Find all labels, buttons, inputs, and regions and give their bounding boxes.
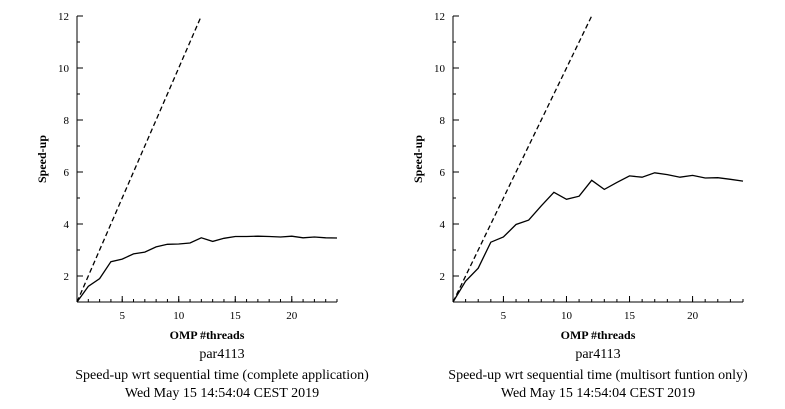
y-tick-label: 2 bbox=[440, 271, 446, 283]
caption-description: Speed-up wrt sequential time (complete a… bbox=[75, 368, 369, 383]
x-tick-label: 15 bbox=[230, 310, 242, 322]
y-tick-label: 10 bbox=[58, 63, 70, 75]
x-tick-label: 20 bbox=[687, 310, 699, 322]
x-tick-label: 5 bbox=[119, 310, 125, 322]
y-tick-label: 8 bbox=[440, 115, 446, 127]
caption-host: par4113 bbox=[575, 347, 620, 362]
x-tick-label: 5 bbox=[501, 310, 507, 322]
y-tick-label: 2 bbox=[64, 271, 70, 283]
x-tick-label: 10 bbox=[561, 310, 573, 322]
chart-2: 5 10 15 20 2 4 6 8 10 12 OMP #threads Speed-up par41… bbox=[411, 11, 748, 401]
y-tick-label: 6 bbox=[440, 167, 446, 179]
y-tick-label: 10 bbox=[434, 63, 446, 75]
x-tick-label: 10 bbox=[173, 310, 185, 322]
x-tick-label: 15 bbox=[624, 310, 636, 322]
y-tick-label: 4 bbox=[440, 219, 446, 231]
y-tick-label: 6 bbox=[64, 167, 70, 179]
x-tick-label: 20 bbox=[286, 310, 298, 322]
measured-speedup-line bbox=[76, 235, 338, 303]
caption-timestamp: Wed May 15 14:54:04 CEST 2019 bbox=[125, 386, 319, 401]
y-axis-title: Speed-up bbox=[411, 135, 425, 183]
caption-timestamp: Wed May 15 14:54:04 CEST 2019 bbox=[501, 386, 695, 401]
x-axis-title: OMP #threads bbox=[561, 328, 636, 342]
measured-speedup-line bbox=[452, 172, 744, 303]
y-tick-label: 8 bbox=[64, 115, 70, 127]
caption-host: par4113 bbox=[199, 347, 244, 362]
y-axis-title: Speed-up bbox=[35, 135, 49, 183]
caption-description: Speed-up wrt sequential time (multisort … bbox=[448, 368, 748, 383]
ideal-speedup-line bbox=[76, 15, 202, 303]
y-tick-label: 4 bbox=[64, 219, 70, 231]
y-tick-label: 12 bbox=[434, 11, 445, 23]
chart-1: 5 10 15 20 2 4 6 8 10 12 OMP #threads Speed-up par41… bbox=[35, 11, 369, 401]
ideal-speedup-line bbox=[452, 15, 593, 303]
y-tick-label: 12 bbox=[58, 11, 69, 23]
x-axis-title: OMP #threads bbox=[170, 328, 245, 342]
